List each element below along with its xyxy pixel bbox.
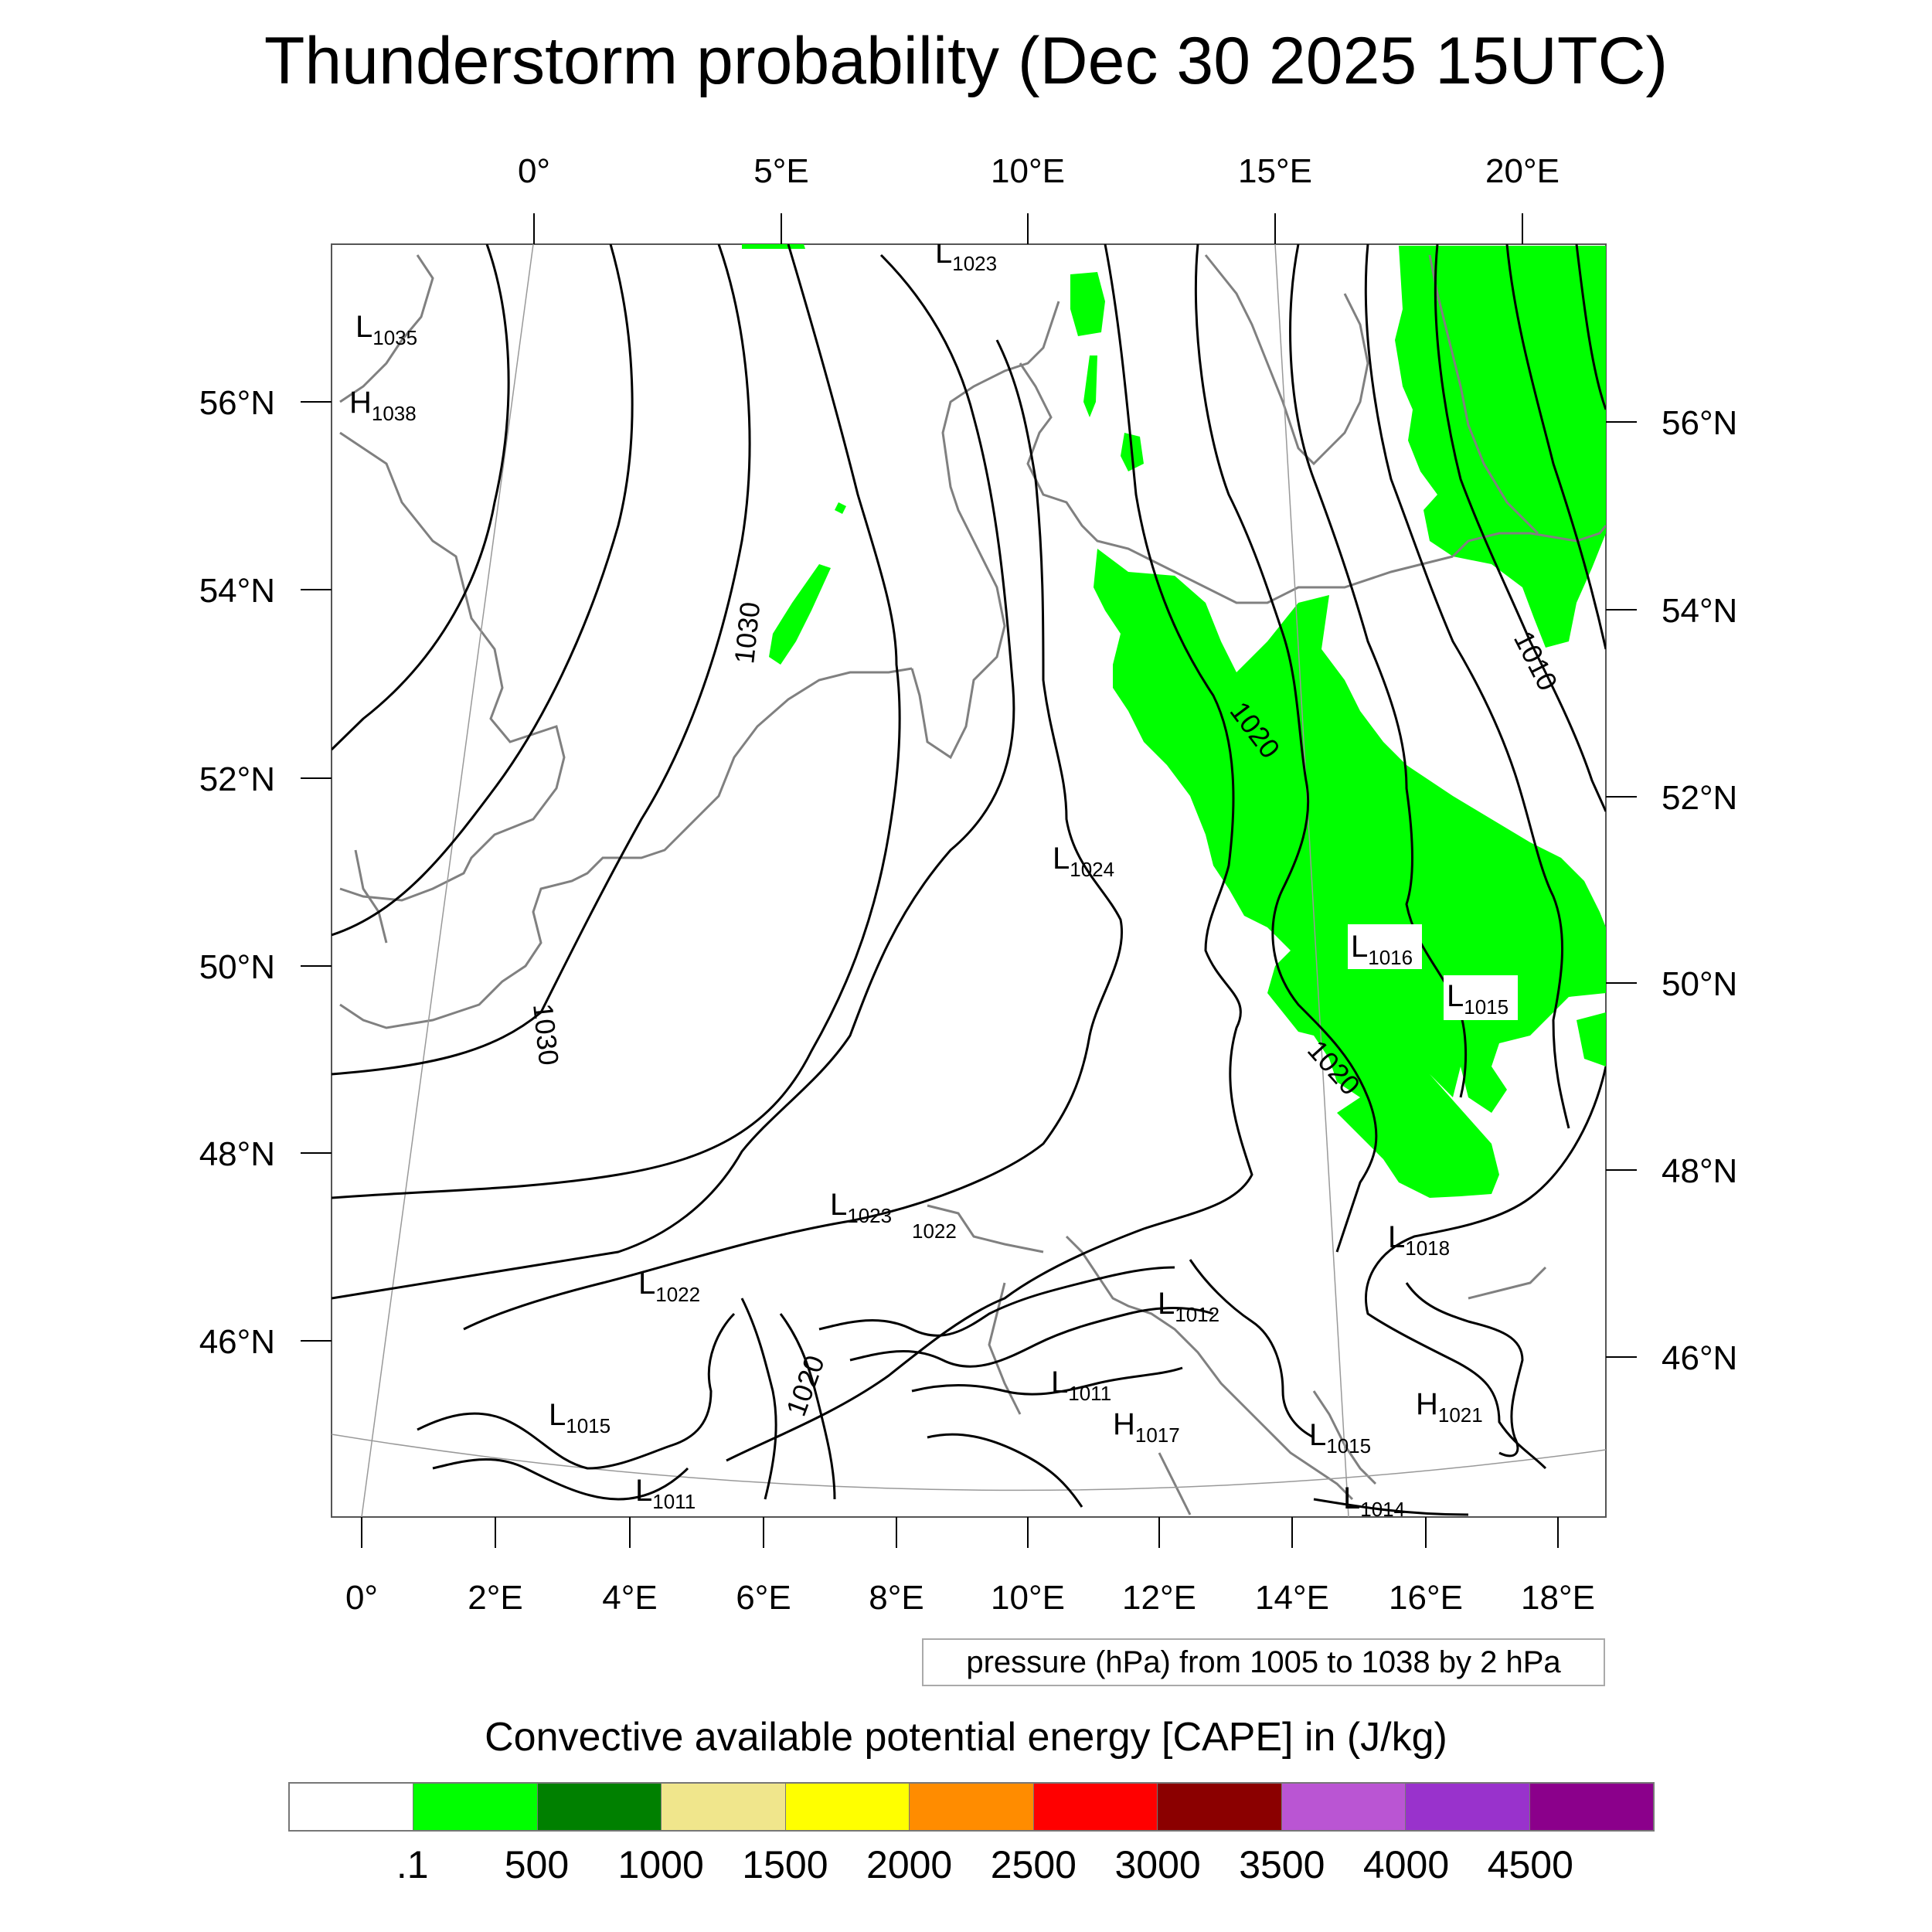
left-lat-tick: 50°N <box>199 948 275 986</box>
colorbar-swatch <box>537 1784 662 1830</box>
colorbar-swatch <box>1529 1784 1653 1830</box>
top-lon-tick: 15°E <box>1238 152 1312 190</box>
pressure-center: L1022 <box>638 1267 700 1306</box>
cape-areas <box>742 244 1606 1198</box>
colorbar-label: 4500 <box>1487 1843 1573 1886</box>
top-lon-tick: 5°E <box>753 152 808 190</box>
colorbar-label: 1000 <box>617 1843 704 1886</box>
colorbar-swatch <box>662 1784 786 1830</box>
cape-area-jutland <box>1083 355 1097 417</box>
right-lat-tick: 52°N <box>1662 779 1737 817</box>
pressure-center: L1016 <box>1351 930 1413 969</box>
pressure-centers: L1035 H1038 L1023 L1024 L1016 L1015 L102… <box>349 236 1518 1521</box>
colorbar-label: 2000 <box>866 1843 953 1886</box>
cape-area-germany <box>1094 549 1606 1198</box>
pressure-center: L1015 <box>1309 1418 1371 1458</box>
cape-area-northsea <box>769 564 831 665</box>
colorbar-label: 3000 <box>1114 1843 1201 1886</box>
bottom-lon-tick: 14°E <box>1255 1579 1329 1617</box>
left-lat-tick: 52°N <box>199 760 275 798</box>
bottom-longitude-axis <box>361 1517 1559 1548</box>
pressure-center: L1023 <box>935 236 997 275</box>
colorbar-swatch <box>1158 1784 1282 1830</box>
bottom-lon-tick: 12°E <box>1122 1579 1196 1617</box>
contour-label: 1030 <box>527 1002 565 1067</box>
colorbar-label: 500 <box>504 1843 570 1886</box>
colorbar-swatch <box>1033 1784 1158 1830</box>
cape-area-balkans <box>1577 1012 1606 1066</box>
pressure-center: L1011 <box>1051 1366 1111 1405</box>
pressure-center: H1021 <box>1416 1387 1483 1427</box>
bottom-lon-tick: 8°E <box>869 1579 923 1617</box>
contour-label: 1030 <box>728 600 766 665</box>
bottom-lon-tick: 18°E <box>1521 1579 1595 1617</box>
isobars <box>332 244 1606 1516</box>
left-lat-tick: 54°N <box>199 572 275 610</box>
bottom-lon-tick: 16°E <box>1389 1579 1463 1617</box>
top-lon-tick: 20°E <box>1485 152 1560 190</box>
colorbar-label: 1500 <box>742 1843 828 1886</box>
pressure-center: L1018 <box>1388 1220 1450 1260</box>
colorbar-swatch <box>290 1784 414 1830</box>
left-lat-tick: 46°N <box>199 1323 275 1361</box>
bottom-lon-tick: 2°E <box>468 1579 522 1617</box>
colorbar-swatch <box>413 1784 538 1830</box>
bottom-lon-tick: 4°E <box>602 1579 657 1617</box>
colorbar-label: 4000 <box>1362 1843 1450 1886</box>
right-latitude-axis <box>1606 421 1637 1358</box>
left-latitude-axis <box>301 401 332 1342</box>
cape-area-poland <box>1395 246 1606 648</box>
pressure-center: L1035 <box>355 310 417 349</box>
pressure-center: L1015 <box>549 1398 611 1437</box>
cape-area-denmark <box>1070 272 1105 336</box>
right-lat-tick: 46°N <box>1662 1339 1737 1377</box>
colorbar-title: Convective available potential energy [C… <box>485 1715 1447 1760</box>
right-lat-tick: 56°N <box>1662 404 1737 442</box>
bottom-lon-tick: 10°E <box>991 1579 1065 1617</box>
pressure-center: H1038 <box>349 386 417 425</box>
pressure-center: L1011 <box>635 1474 696 1513</box>
right-lat-tick: 54°N <box>1662 592 1737 630</box>
right-lat-tick: 48°N <box>1662 1152 1737 1190</box>
left-lat-tick: 48°N <box>199 1135 275 1173</box>
left-lat-tick: 56°N <box>199 384 275 422</box>
bottom-lon-tick: 6°E <box>736 1579 791 1617</box>
colorbar-label: .1 <box>396 1843 429 1886</box>
pressure-info-box: pressure (hPa) from 1005 to 1038 by 2 hP… <box>922 1638 1605 1686</box>
graticule <box>332 244 1606 1517</box>
colorbar-swatch <box>1281 1784 1406 1830</box>
cape-area-north-edge <box>742 244 805 249</box>
pressure-center: L1024 <box>1053 842 1114 881</box>
top-lon-tick: 10°E <box>991 152 1065 190</box>
colorbar-swatch <box>910 1784 1034 1830</box>
colorbar-label: 3500 <box>1239 1843 1325 1886</box>
coastlines <box>339 254 1606 1515</box>
right-lat-tick: 50°N <box>1662 965 1737 1003</box>
pressure-center: 1022 <box>912 1219 957 1243</box>
colorbar-swatch <box>1406 1784 1530 1830</box>
bottom-lon-tick: 0° <box>345 1579 378 1617</box>
colorbar-label: 2500 <box>990 1843 1077 1886</box>
pressure-center: L1015 <box>1447 979 1509 1019</box>
top-lon-tick: 0° <box>518 152 550 190</box>
cape-colorbar <box>288 1782 1655 1832</box>
cape-area-misc <box>835 502 846 514</box>
pressure-center: H1017 <box>1113 1407 1180 1447</box>
top-longitude-axis <box>533 213 1523 244</box>
pressure-center: L1014 <box>1343 1481 1405 1521</box>
pressure-center: L1012 <box>1158 1287 1219 1326</box>
map-title: Thunderstorm probability (Dec 30 2025 15… <box>264 24 1668 98</box>
pressure-center: L1023 <box>830 1188 892 1227</box>
colorbar-swatch <box>785 1784 910 1830</box>
